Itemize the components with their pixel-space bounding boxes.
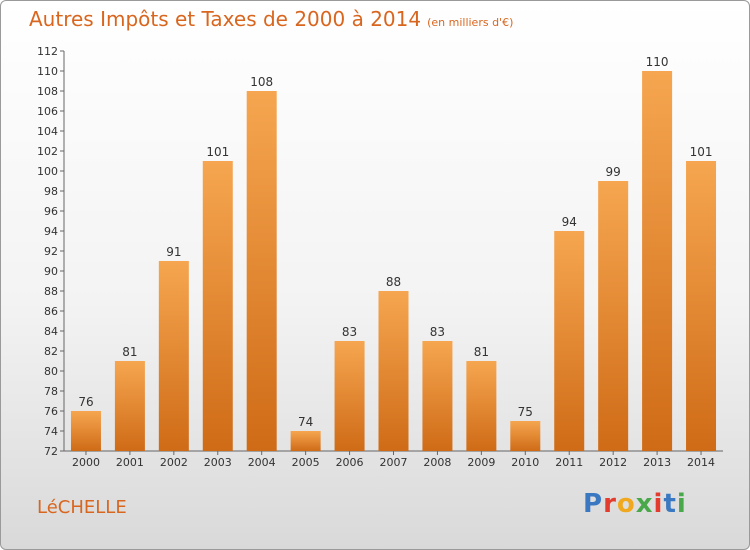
logo-letter: o	[616, 489, 636, 519]
y-tick-label: 86	[44, 305, 58, 318]
bar-2011	[554, 231, 585, 451]
bar-2004	[246, 91, 277, 451]
logo-letter: x	[635, 489, 654, 519]
logo-letter: t	[663, 489, 677, 519]
y-tick-label: 110	[37, 65, 58, 78]
logo-letter: i	[653, 489, 664, 519]
logo-letter: r	[603, 489, 617, 519]
data-label-2002: 91	[166, 245, 181, 259]
bars	[70, 71, 717, 451]
bar-2005	[290, 431, 321, 451]
y-tick-label: 108	[37, 85, 58, 98]
chart-title: Autres Impôts et Taxes de 2000 à 2014 (en…	[29, 7, 513, 31]
data-label-2014: 101	[690, 145, 713, 159]
bar-2010	[510, 421, 541, 451]
x-tick-label: 2005	[292, 456, 320, 469]
x-tick-label: 2000	[72, 456, 100, 469]
x-tick-label: 2007	[380, 456, 408, 469]
bar-2008	[422, 341, 453, 451]
proxiti-logo[interactable]: Proxiti	[583, 489, 687, 519]
data-label-2003: 101	[206, 145, 229, 159]
y-tick-label: 104	[37, 125, 58, 138]
x-tick-label: 2010	[511, 456, 539, 469]
bar-2009	[466, 361, 497, 451]
bar-2002	[158, 261, 189, 451]
x-tick-label: 2014	[687, 456, 715, 469]
data-label-2001: 81	[122, 345, 137, 359]
logo-letter: P	[583, 489, 604, 519]
x-tick-label: 2001	[116, 456, 144, 469]
data-label-2011: 94	[562, 215, 577, 229]
data-label-2007: 88	[386, 275, 401, 289]
bar-2014	[686, 161, 717, 451]
logo-letter: i	[676, 489, 687, 519]
y-tick-label: 96	[44, 205, 58, 218]
bar-2012	[598, 181, 629, 451]
y-tick-label: 72	[44, 445, 58, 458]
location-label: LéCHELLE	[37, 497, 127, 518]
y-tick-label: 100	[37, 165, 58, 178]
y-tick-label: 102	[37, 145, 58, 158]
y-tick-label: 88	[44, 285, 58, 298]
x-tick-label: 2003	[204, 456, 232, 469]
x-tick-label: 2004	[248, 456, 276, 469]
y-tick-label: 78	[44, 385, 58, 398]
y-tick-label: 106	[37, 105, 58, 118]
bar-2000	[70, 411, 101, 451]
x-tick-label: 2008	[423, 456, 451, 469]
x-tick-label: 2013	[643, 456, 671, 469]
data-label-2012: 99	[606, 165, 621, 179]
data-label-2005: 74	[298, 415, 313, 429]
chart-title-text: Autres Impôts et Taxes de 2000 à 2014	[29, 7, 422, 31]
y-tick-label: 76	[44, 405, 58, 418]
y-tick-label: 90	[44, 265, 58, 278]
x-tick-label: 2002	[160, 456, 188, 469]
y-tick-label: 84	[44, 325, 58, 338]
x-tick-label: 2006	[336, 456, 364, 469]
data-label-2006: 83	[342, 325, 357, 339]
y-tick-label: 94	[44, 225, 58, 238]
y-tick-label: 92	[44, 245, 58, 258]
bar-2007	[378, 291, 409, 451]
data-label-2008: 83	[430, 325, 445, 339]
chart-subtitle: (en milliers d'€)	[427, 16, 514, 29]
bar-2001	[114, 361, 145, 451]
data-label-2004: 108	[250, 75, 273, 89]
data-label-2009: 81	[474, 345, 489, 359]
x-tick-label: 2011	[555, 456, 583, 469]
y-axis: 72 74 76 78 80 82 84 86 88 90 92 94 96 98 100 102 104 106…	[37, 45, 65, 458]
y-tick-label: 74	[44, 425, 58, 438]
data-label-2013: 110	[646, 55, 669, 69]
y-tick-label: 112	[37, 45, 58, 58]
y-tick-label: 82	[44, 345, 58, 358]
x-tick-label: 2012	[599, 456, 627, 469]
data-labels: 76 81 91 101 108 74 83 88 83 81 75 94 99 110 101	[78, 55, 712, 429]
bar-2003	[202, 161, 233, 451]
data-label-2010: 75	[518, 405, 533, 419]
y-tick-label: 80	[44, 365, 58, 378]
x-axis: 2000 2001 2002 2003 2004 2005 2006 2007 2008 2009…	[64, 450, 723, 469]
y-tick-label: 98	[44, 185, 58, 198]
x-tick-label: 2009	[467, 456, 495, 469]
bar-2006	[334, 341, 365, 451]
data-label-2000: 76	[78, 395, 93, 409]
bar-2013	[642, 71, 673, 451]
